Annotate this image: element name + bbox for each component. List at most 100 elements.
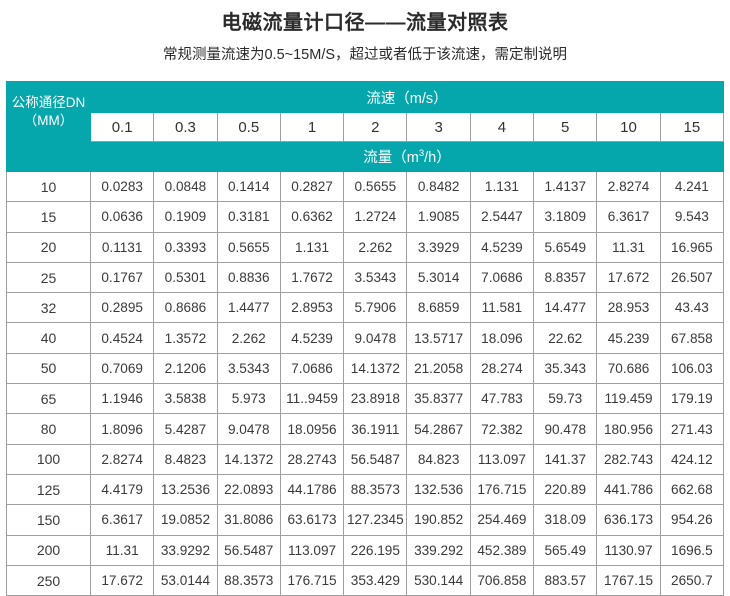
cell-flow: 1.131 [469,170,535,203]
cell-flow: 180.956 [596,413,661,445]
cell-flow: 9.0478 [216,413,281,445]
flow-group-spacer [6,141,91,172]
cell-flow: 179.19 [659,383,725,415]
cell-flow: 106.03 [659,352,725,385]
cell-flow: 0.1767 [89,261,155,294]
cell-flow: 1.7672 [279,261,345,294]
cell-flow: 190.852 [406,504,471,536]
header-row-velocity-group: 公称通径DN （MM） 流速（m/s） [6,81,724,142]
velocity-column-header: 4 [469,112,535,142]
velocity-column-header: 3 [406,112,471,142]
table-header: 公称通径DN （MM） 流速（m/s） 0.1 0.3 0.5 1 2 3 4 … [6,81,725,172]
cell-flow: 132.536 [406,473,471,506]
cell-flow: 5.7906 [343,292,408,324]
cell-flow: 88.3573 [343,473,408,506]
cell-flow: 254.469 [469,504,535,536]
cell-dn: 80 [6,413,91,445]
table-row: 32 0.2895 0.8686 1.4477 2.8953 5.7906 8.6859 11… [6,292,725,324]
cell-flow: 0.6362 [279,201,345,233]
cell-flow: 0.1414 [216,170,281,203]
cell-flow: 530.144 [406,564,471,596]
cell-flow: 1767.15 [596,564,661,596]
cell-flow: 0.7069 [89,352,155,385]
cell-flow: 35.343 [533,352,598,385]
cell-flow: 2.8274 [596,170,661,203]
table-body: 10 0.0283 0.0848 0.1414 0.2827 0.5655 0.8482 1.… [6,170,725,596]
cell-flow: 4.4179 [89,473,155,506]
cell-flow: 3.1809 [533,201,598,233]
cell-flow: 883.57 [533,564,598,596]
cell-flow: 220.89 [533,473,598,506]
cell-flow: 0.8686 [153,292,218,324]
cell-flow: 22.62 [533,322,598,354]
cell-flow: 0.8482 [406,170,471,203]
cell-flow: 2.5447 [469,201,535,233]
cell-flow: 14.1372 [216,443,281,475]
cell-flow: 23.8918 [343,383,408,415]
cell-flow: 90.478 [533,413,598,445]
cell-dn: 100 [6,443,91,475]
cell-flow: 0.0848 [153,170,218,203]
cell-flow: 1.4137 [533,170,598,203]
cell-flow: 441.786 [596,473,661,506]
cell-flow: 6.3617 [89,504,155,536]
cell-dn: 65 [6,383,91,415]
table-row: 200 11.31 33.9292 56.5487 113.097 226.195 339.… [6,534,725,566]
cell-flow: 13.5717 [406,322,471,354]
table-row: 50 0.7069 2.1206 3.5343 7.0686 14.1372 21.2058… [6,352,725,385]
cell-flow: 1696.5 [659,534,725,566]
velocity-column-header: 15 [659,112,725,142]
dn-header-line1: 公称通径DN [11,94,86,110]
cell-flow: 1.9085 [406,201,471,233]
flow-unit-suffix: /h） [424,150,451,166]
cell-flow: 56.5487 [343,443,408,475]
cell-flow: 6.3617 [596,201,661,233]
cell-flow: 954.26 [659,504,725,536]
cell-flow: 0.0283 [89,170,155,203]
cell-flow: 636.173 [596,504,661,536]
cell-flow: 36.1911 [343,413,408,445]
cell-flow: 28.953 [596,292,661,324]
cell-dn: 200 [6,534,91,566]
cell-flow: 4.5239 [469,231,535,263]
cell-flow: 88.3573 [216,564,281,596]
cell-flow: 2.262 [343,231,408,263]
cell-flow: 56.5487 [216,534,281,566]
cell-flow: 0.5301 [153,261,218,294]
cell-flow: 0.1909 [153,201,218,233]
cell-flow: 0.8836 [216,261,281,294]
cell-dn: 15 [6,201,91,233]
cell-flow: 2.262 [216,322,281,354]
header-row-velocity-values: 0.1 0.3 0.5 1 2 3 4 5 10 15 [7,112,725,142]
velocity-column-header: 0.3 [153,112,218,142]
cell-flow: 45.239 [596,322,661,354]
cell-flow: 5.4287 [153,413,218,445]
cell-flow: 3.5343 [343,261,408,294]
cell-flow: 0.4524 [89,322,155,354]
cell-flow: 9.543 [659,201,725,233]
cell-flow: 14.1372 [343,352,408,385]
cell-flow: 26.507 [659,261,725,294]
cell-flow: 28.274 [469,352,535,385]
cell-flow: 119.459 [596,383,661,415]
cell-flow: 8.6859 [406,292,471,324]
cell-flow: 59.73 [533,383,598,415]
cell-flow: 2.8953 [279,292,345,324]
header-row-flow-group: 流量（m3/h） [6,141,724,172]
cell-flow: 7.0686 [279,352,345,385]
cell-flow: 5.6549 [533,231,598,263]
dn-header-line2: （MM） [23,112,74,128]
cell-flow: 11.31 [89,534,155,566]
cell-flow: 0.0636 [89,201,155,233]
cell-flow: 9.0478 [343,322,408,354]
cell-flow: 282.743 [596,443,661,475]
velocity-column-header: 0.1 [89,112,155,142]
page-subtitle: 常规测量流速为0.5~15M/S，超过或者低于该流速，需定制说明 [162,47,568,63]
velocity-group-header: 流速（m/s） [90,81,724,113]
cell-flow: 44.1786 [279,473,345,506]
cell-flow: 72.382 [469,413,535,445]
cell-flow: 318.09 [533,504,598,536]
cell-flow: 0.2895 [89,292,155,324]
table-row: 100 2.8274 8.4823 14.1372 28.2743 56.5487 84.8… [6,443,725,475]
cell-flow: 3.5343 [216,352,281,385]
